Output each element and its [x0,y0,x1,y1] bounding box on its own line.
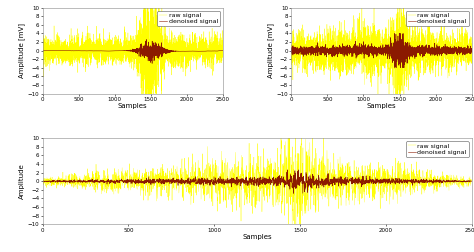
raw signal [187,38,192,41]
denoised signal [407,179,412,182]
raw signal [220,45,226,48]
raw signal [297,233,303,236]
raw signal [395,111,401,114]
denoised signal [289,49,294,52]
denoised signal [292,46,298,49]
denoised signal [44,49,49,52]
denoised signal [358,50,364,53]
raw signal [469,42,474,45]
X-axis label: Samples: Samples [367,103,396,109]
raw signal [358,54,364,57]
denoised signal [40,180,46,183]
Y-axis label: Amplitude [mV]: Amplitude [mV] [18,23,25,78]
raw signal [389,38,395,41]
X-axis label: Samples: Samples [242,234,272,240]
raw signal [109,40,115,43]
Line: denoised signal: denoised signal [43,170,472,194]
raw signal [469,178,474,181]
denoised signal [392,32,397,35]
raw signal [279,200,285,203]
Line: denoised signal: denoised signal [43,40,223,64]
raw signal [289,44,294,47]
denoised signal [201,50,207,53]
denoised signal [109,49,115,52]
Legend: raw signal, denoised signal: raw signal, denoised signal [406,141,468,157]
raw signal [194,51,200,54]
raw signal [299,109,304,112]
raw signal [206,161,212,164]
Line: raw signal: raw signal [43,0,223,142]
denoised signal [206,180,212,183]
raw signal [40,182,46,185]
denoised signal [187,50,192,53]
Y-axis label: Amplitude: Amplitude [19,163,25,199]
denoised signal [469,180,474,183]
Legend: raw signal, denoised signal: raw signal, denoised signal [157,11,220,26]
denoised signal [469,50,474,53]
denoised signal [149,62,155,65]
raw signal [449,57,455,60]
raw signal [48,177,54,180]
raw signal [436,41,441,44]
Line: denoised signal: denoised signal [292,33,472,68]
denoised signal [449,50,455,53]
denoised signal [392,66,398,69]
denoised signal [140,46,146,49]
denoised signal [291,192,296,195]
denoised signal [389,180,395,183]
denoised signal [144,38,149,41]
denoised signal [48,179,54,182]
Line: raw signal: raw signal [43,111,472,235]
raw signal [149,140,155,143]
raw signal [201,42,207,45]
raw signal [292,65,298,68]
denoised signal [436,48,441,51]
denoised signal [279,175,285,178]
Line: raw signal: raw signal [292,0,472,113]
raw signal [407,176,412,179]
denoised signal [194,50,200,53]
raw signal [44,44,49,47]
X-axis label: Samples: Samples [118,103,147,109]
raw signal [40,44,46,47]
raw signal [389,167,395,170]
raw signal [443,57,448,60]
denoised signal [285,168,291,171]
denoised signal [443,50,448,53]
Legend: raw signal, denoised signal: raw signal, denoised signal [406,11,468,26]
Y-axis label: Amplitude [mV]: Amplitude [mV] [267,23,273,78]
denoised signal [40,49,46,52]
raw signal [423,179,428,182]
raw signal [140,49,146,52]
denoised signal [389,53,395,56]
denoised signal [423,181,428,184]
denoised signal [220,49,226,52]
